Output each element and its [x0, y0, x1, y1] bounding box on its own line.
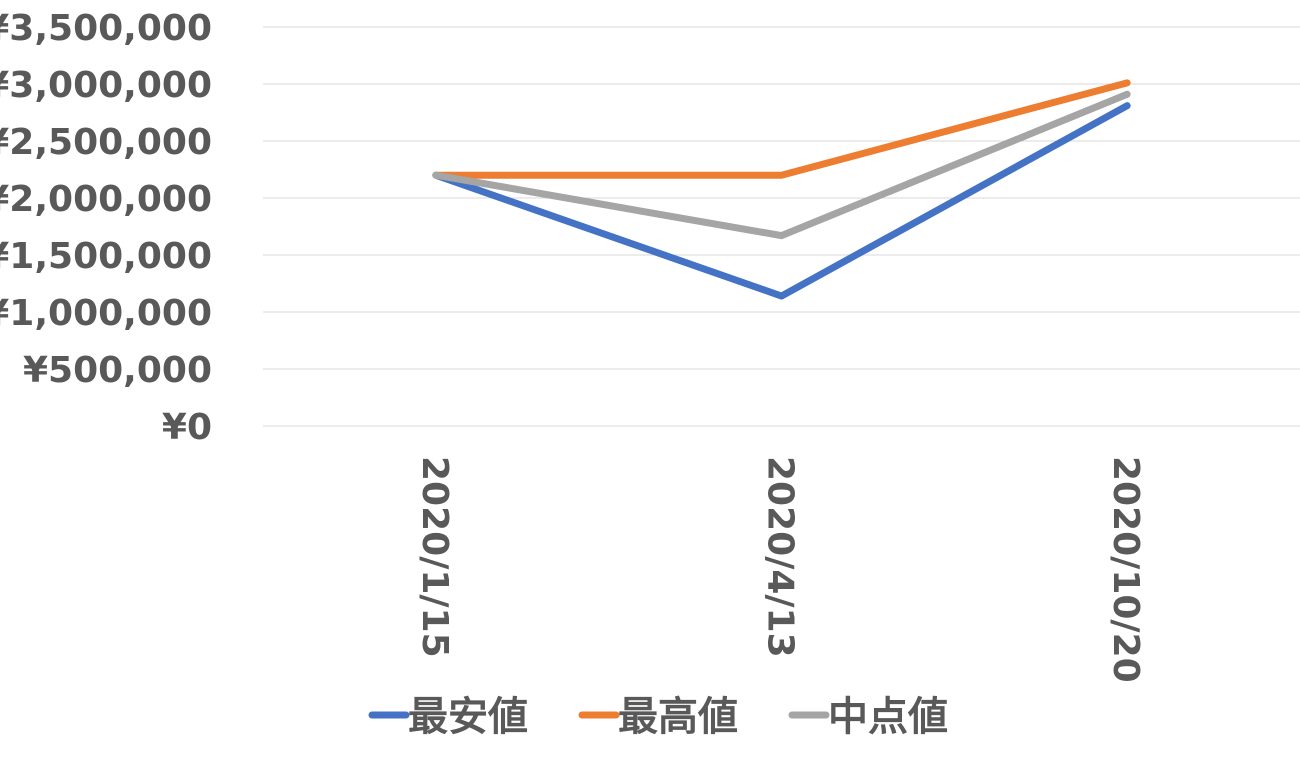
y-tick-label: ¥0 [162, 407, 212, 448]
x-axis-tick-labels: 2020/1/15 2020/4/13 2020/10/20 [414, 456, 1146, 683]
series-lines [432, 79, 1131, 300]
x-tick-label: 2020/1/15 [414, 456, 455, 658]
y-tick-label: ¥1,000,000 [0, 293, 212, 334]
y-axis-tick-labels: ¥0 ¥500,000 ¥1,000,000 ¥1,500,000 ¥2,000,000… [0, 8, 212, 448]
y-tick-label: ¥500,000 [23, 350, 212, 391]
legend-label: 最安値 [408, 694, 528, 740]
x-tick-label: 2020/10/20 [1105, 456, 1146, 683]
legend-label: 最高値 [618, 694, 738, 740]
legend: 最安値 最高値 中点値 [368, 694, 948, 740]
y-tick-label: ¥2,000,000 [0, 179, 212, 220]
x-tick-label: 2020/4/13 [760, 456, 801, 658]
series-line [432, 102, 1131, 300]
legend-label: 中点値 [828, 694, 948, 740]
y-tick-label: ¥3,000,000 [0, 65, 212, 106]
y-tick-label: ¥1,500,000 [0, 236, 212, 277]
y-tick-label: ¥2,500,000 [0, 122, 212, 163]
y-tick-label: ¥3,500,000 [0, 8, 212, 49]
series-line [432, 90, 1131, 240]
series-line [432, 79, 1131, 179]
gridlines [263, 26, 1300, 427]
